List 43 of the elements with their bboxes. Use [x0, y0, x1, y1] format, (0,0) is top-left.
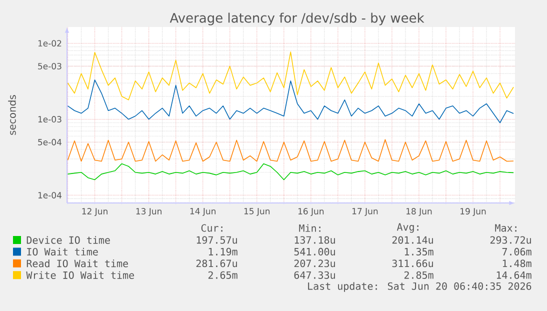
line-series	[67, 163, 514, 180]
x-tick-label: 14 Jun	[190, 208, 216, 216]
x-tick-label: 12 Jun	[82, 208, 108, 216]
legend-label: Write IO Wait time	[26, 271, 134, 279]
y-tick-label: 5e-03	[38, 62, 62, 70]
text: 2.65m	[208, 271, 238, 279]
legend-label: Read IO Wait time	[26, 260, 128, 268]
text: 541.00u	[294, 248, 335, 256]
text: Max:	[495, 224, 516, 232]
x-tick-label: 13 Jun	[136, 208, 162, 216]
text: 311.66u	[392, 260, 433, 268]
text: Avg:	[396, 223, 418, 233]
text: 207.23u	[294, 260, 335, 268]
x-tick-label: 18 Jun	[406, 208, 432, 216]
y-tick-label: 1e-03	[38, 116, 62, 122]
x-tick-label: 15 Jun	[244, 208, 270, 216]
line-series	[67, 52, 514, 100]
y-tick-label: 1e-04	[38, 192, 62, 198]
text: 1.35m	[404, 248, 434, 256]
text: 197.57u	[196, 236, 237, 244]
text: 201.14u	[392, 236, 433, 244]
text: 137.18u	[294, 236, 335, 244]
y-axis-title: seconds	[8, 95, 16, 135]
line-series	[67, 139, 514, 162]
chart-title: Average latency for /dev/sdb - by week	[170, 12, 424, 26]
text: 7.06m	[502, 248, 532, 256]
y-tick-label: 5e-04	[38, 138, 62, 146]
text: 647.33u	[294, 271, 335, 279]
legend-label: Device IO time	[26, 236, 110, 244]
text: Last update: Sat Jun 20 06:40:35 2026	[308, 282, 532, 292]
text: 281.67u	[196, 260, 237, 268]
text: 14.64m	[496, 271, 532, 279]
text: Cur:	[201, 224, 222, 232]
legend-label: IO Wait time	[27, 248, 98, 256]
text: 2.85m	[404, 271, 434, 279]
text: 1.19m	[208, 248, 238, 256]
y-tick-label: 1e-02	[38, 40, 62, 47]
x-tick-label: 17 Jun	[352, 208, 378, 216]
x-tick-label: 19 Jun	[460, 208, 486, 216]
text: 293.72u	[490, 236, 531, 244]
text: 1.48m	[502, 260, 532, 268]
text: Min:	[299, 224, 320, 232]
x-tick-label: 16 Jun	[298, 208, 324, 216]
